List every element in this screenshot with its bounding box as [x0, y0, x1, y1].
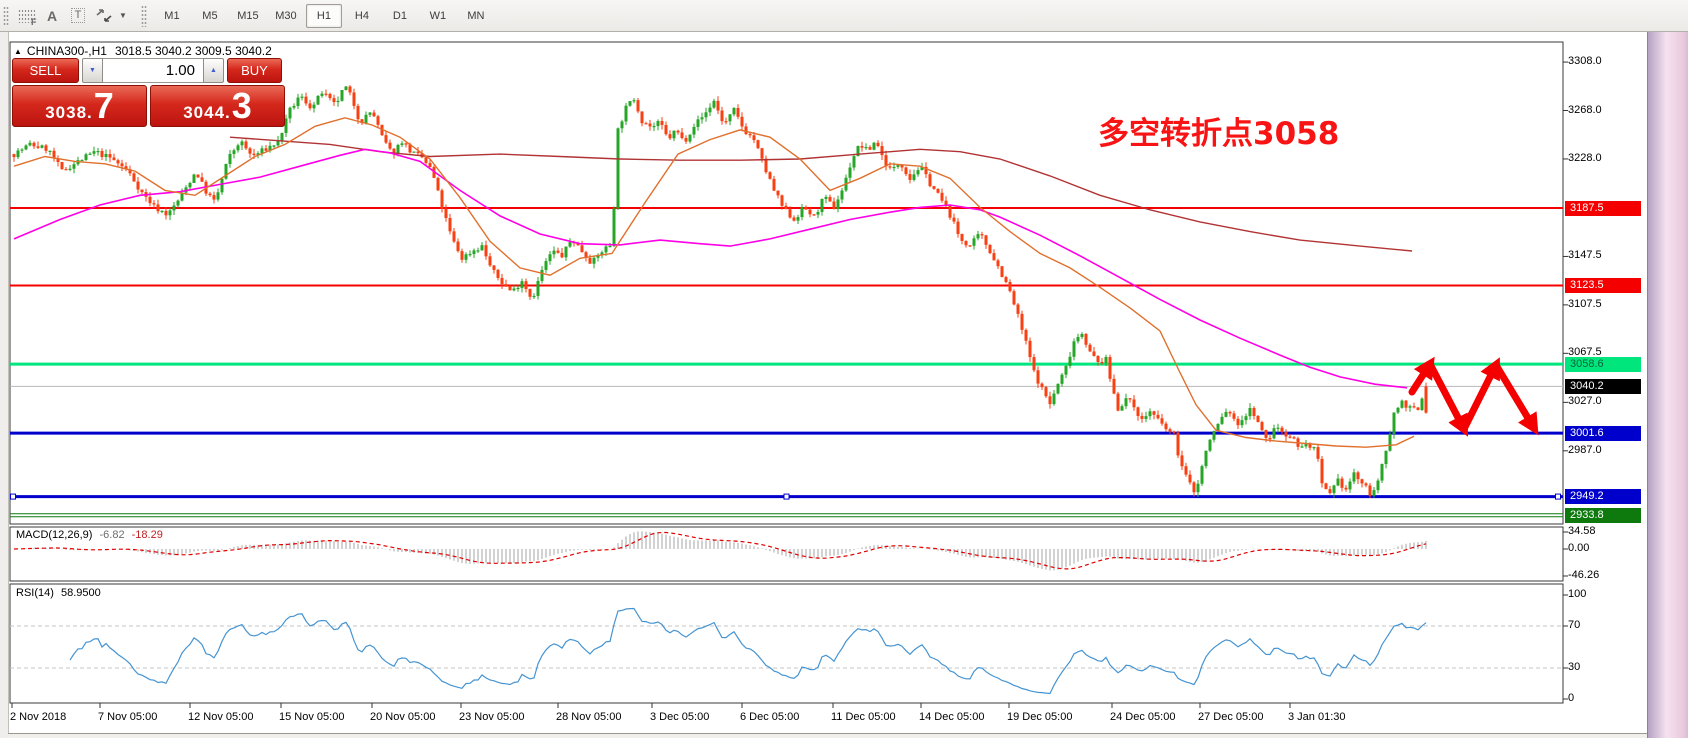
moving-average-lines: [13, 117, 1415, 448]
macd-label: MACD(12,26,9) -6.82 -18.29: [16, 529, 163, 541]
chart-tab-bar[interactable]: [8, 733, 1647, 738]
bid-price-main: 3038.: [45, 103, 93, 122]
timeframe-button-M1[interactable]: M1: [164, 9, 180, 22]
text-tool-button[interactable]: A: [39, 4, 65, 28]
fibonacci-icon: F: [17, 8, 37, 27]
volume-increase-button[interactable]: ▲: [203, 58, 224, 83]
ma-fast-line: [13, 117, 1415, 448]
timeframe-button-H1[interactable]: H1: [305, 3, 342, 28]
arrows-tool-button[interactable]: [91, 4, 117, 28]
volume-input[interactable]: [103, 58, 203, 83]
one-click-trading-panel: SELL ▼ ▲ BUY 3038. 7 3044. 3: [12, 58, 285, 127]
rsi-indicator: [10, 607, 1563, 695]
text-icon: A: [46, 7, 58, 24]
timeframe-button-W1[interactable]: W1: [429, 9, 447, 22]
buy-button[interactable]: BUY: [227, 58, 282, 83]
rsi-label: RSI(14) 58.9500: [16, 587, 101, 599]
collapse-panel-icon[interactable]: ▲: [14, 47, 22, 56]
ma-mid-line: [13, 148, 1408, 389]
timeframe-button-H4[interactable]: H4: [354, 9, 369, 22]
macd-signal-line: [13, 531, 1427, 570]
bid-price-panel[interactable]: 3038. 7: [12, 85, 147, 127]
text-label-icon: T: [70, 8, 86, 23]
symbol-timeframe-label: CHINA300-,H1: [26, 44, 107, 58]
rsi-line: [69, 607, 1427, 695]
timeframe-button-M15[interactable]: M15: [237, 9, 259, 22]
timeframe-button-M30[interactable]: M30: [275, 9, 297, 22]
toolbar-separator-grip[interactable]: [140, 4, 147, 27]
timeframe-toolbar: M1 M5 M15 M30 H1 H4 D1 W1 MN: [153, 3, 495, 28]
timeframe-button-MN[interactable]: MN: [467, 9, 485, 22]
ask-price-big-digit: 3: [231, 85, 252, 126]
macd-signal-value: -18.29: [131, 529, 163, 541]
ask-price-main: 3044.: [183, 103, 231, 122]
bid-price-big-digit: 7: [93, 85, 114, 126]
toolbar-grip[interactable]: [3, 5, 9, 26]
timeframe-button-M5[interactable]: M5: [202, 9, 218, 22]
arrows-dropdown-caret[interactable]: ▼: [119, 11, 127, 20]
rsi-value: 58.9500: [60, 587, 101, 599]
volume-decrease-button[interactable]: ▼: [82, 58, 103, 83]
trend-arrows-drawing[interactable]: [1408, 356, 1539, 437]
timeframe-button-D1[interactable]: D1: [392, 9, 407, 22]
panel-borders: [9, 41, 1568, 708]
ma-slow-line: [229, 136, 1413, 252]
annotation-text[interactable]: 多空转折点3058: [1098, 116, 1340, 152]
ohlc-values: 3018.5 3040.2 3009.5 3040.2: [114, 44, 272, 58]
background-window-strip: [1647, 32, 1688, 738]
docked-panel-edge: [0, 32, 9, 738]
text-label-tool-button[interactable]: T: [65, 4, 91, 28]
fibonacci-tool-button[interactable]: F: [13, 4, 39, 28]
chart-title: ▲ CHINA300-,H1 3018.5 3040.2 3009.5 3040.2: [14, 44, 272, 58]
sell-button[interactable]: SELL: [12, 58, 79, 83]
candlesticks: [12, 85, 1428, 498]
arrows-icon: [96, 8, 112, 22]
top-toolbar: F A T ▼ M1 M5 M15 M30 H1 H4 D1 W1 MN: [0, 0, 1688, 32]
ask-price-panel[interactable]: 3044. 3: [150, 85, 285, 127]
macd-main-value: -6.82: [99, 529, 125, 541]
horizontal-level-lines[interactable]: [10, 207, 1563, 518]
macd-indicator: [13, 531, 1427, 571]
